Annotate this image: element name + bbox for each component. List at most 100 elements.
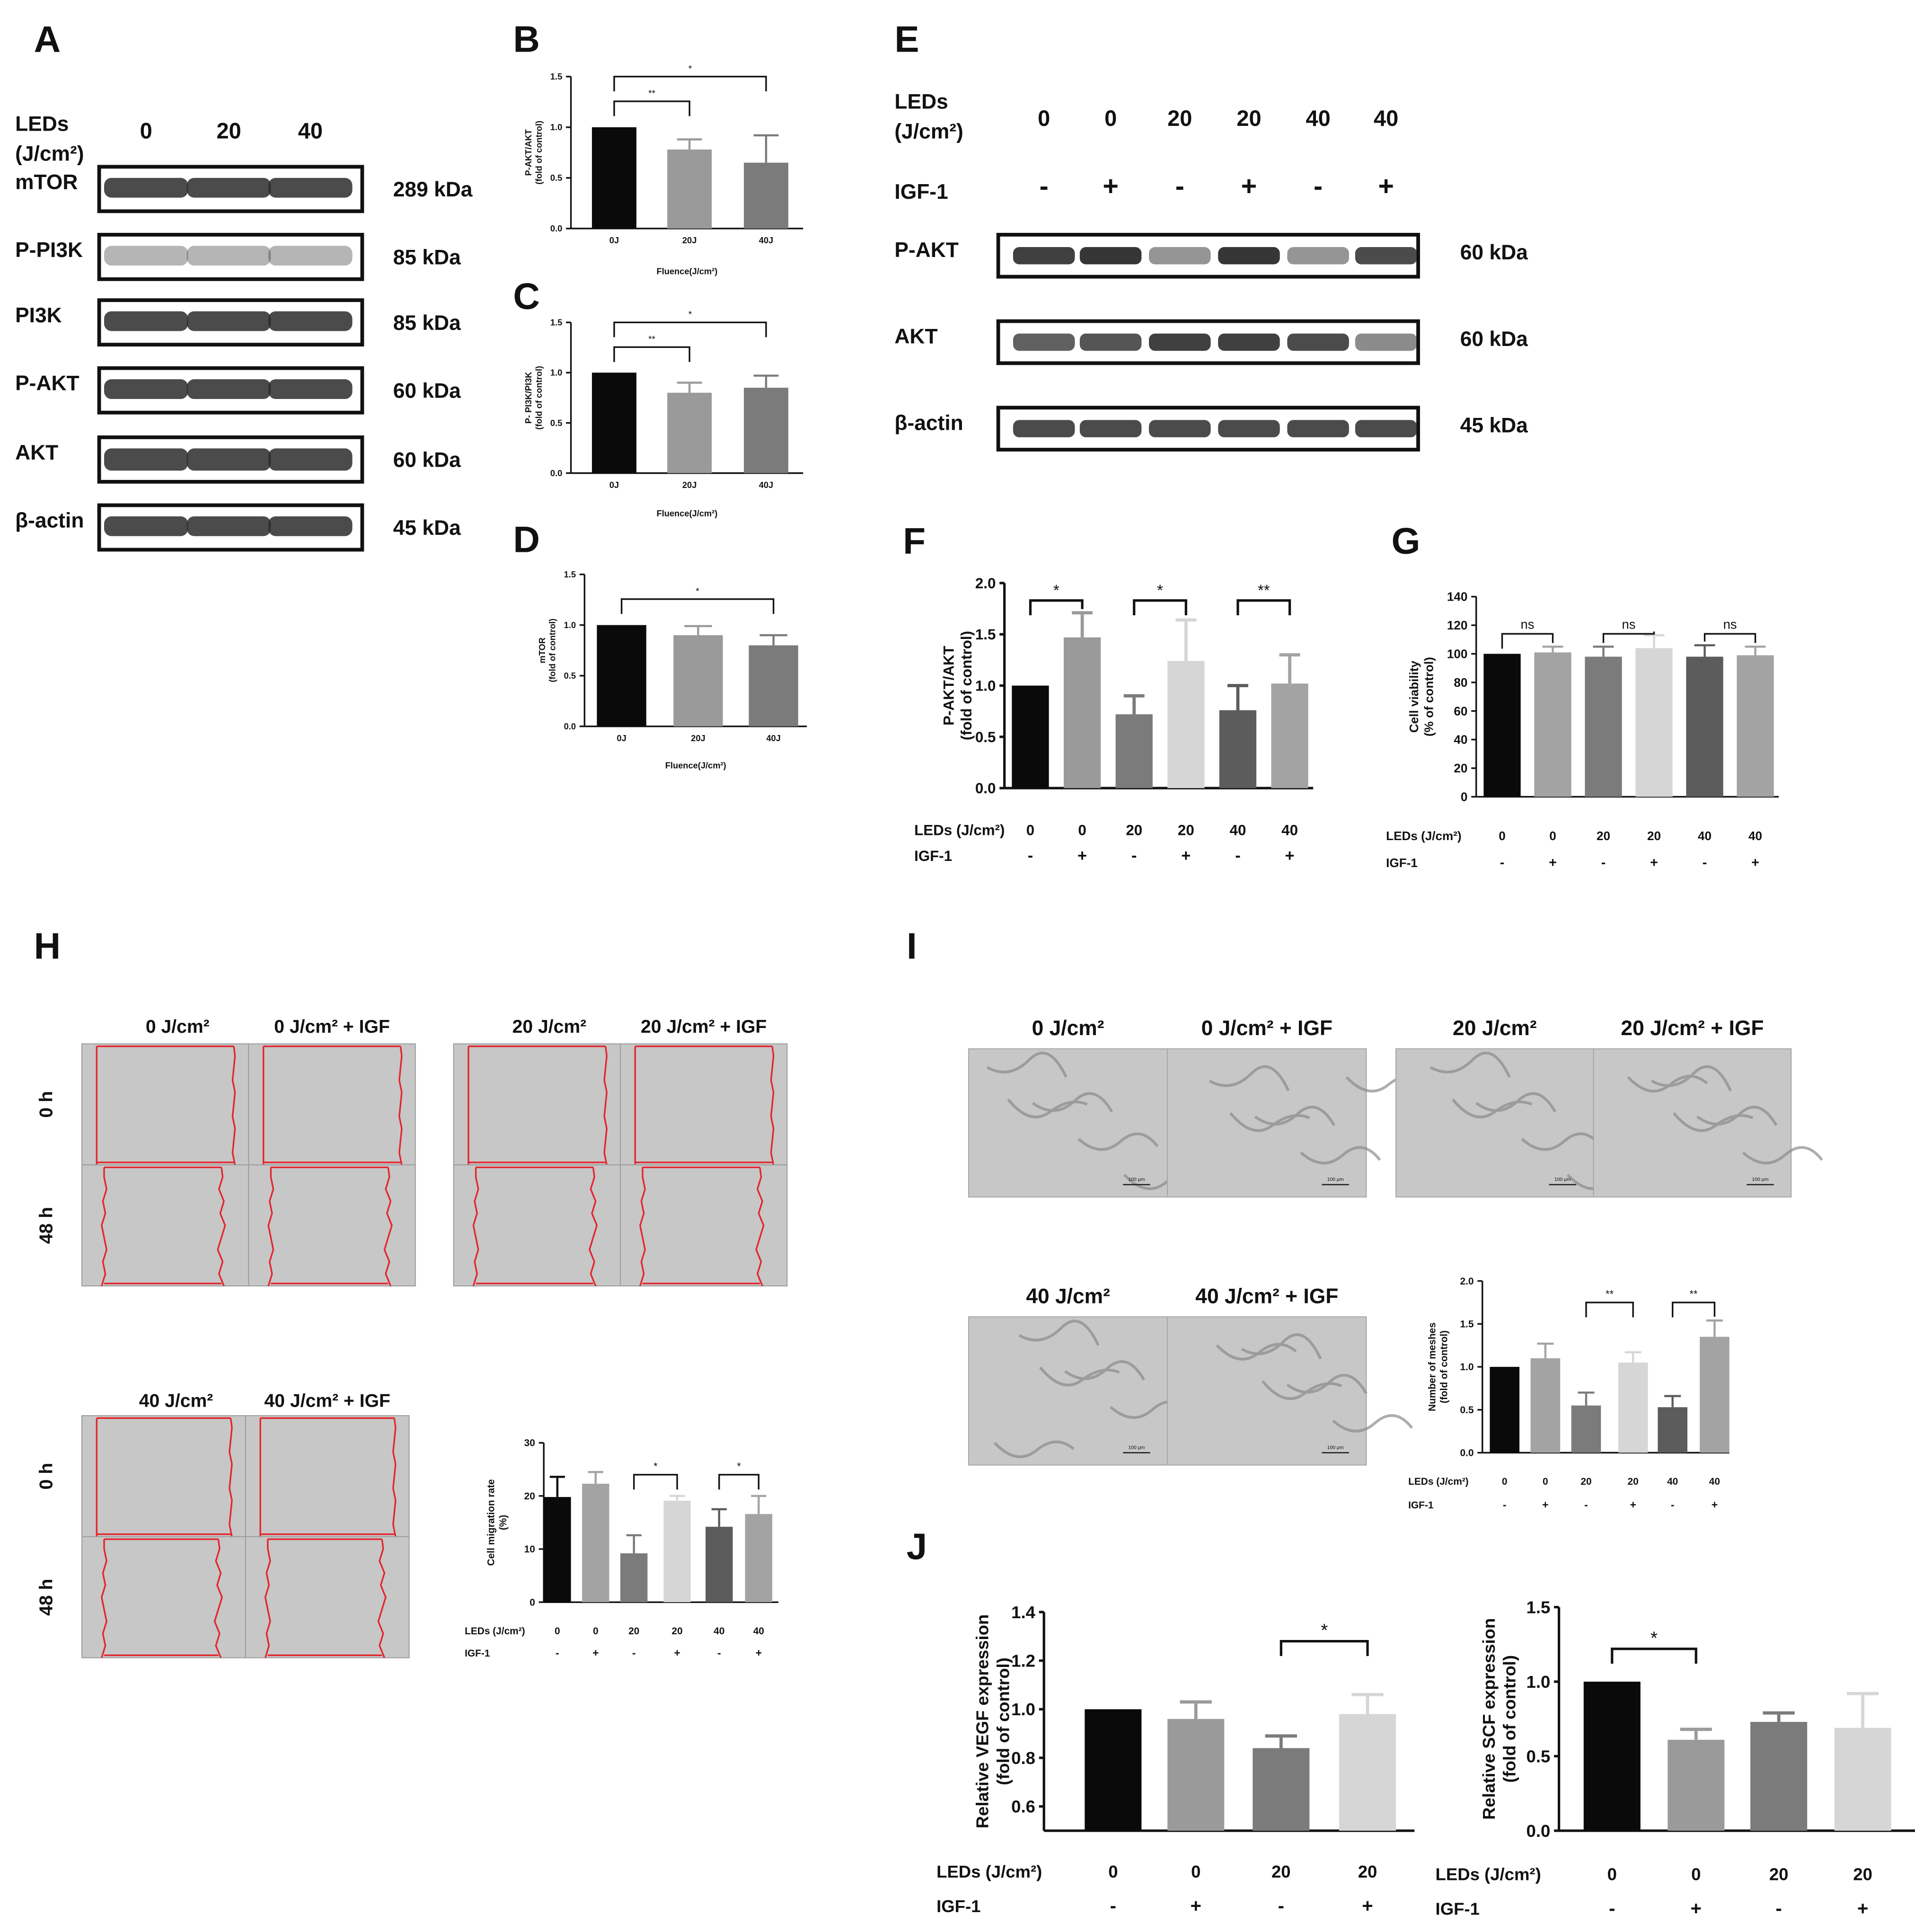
significance-label: ** [648,89,655,99]
bar [743,388,788,473]
y-tick-label: 1.5 [1527,1597,1551,1617]
wound-edge-right [588,1167,598,1286]
y-tick-label: 1.5 [550,71,562,81]
blot-band [104,379,188,399]
significance-label: ** [1606,1288,1614,1300]
panel-letter-g: G [1391,520,1420,561]
bar [667,149,712,229]
kda-label: 85 kDa [393,311,461,335]
x-tick-label: 0 [1691,1864,1701,1884]
lane-label: 0 [140,118,152,143]
bar [667,392,712,473]
bar [582,1483,609,1603]
igf-sign: - [1671,1498,1675,1511]
y-tick-label: 1.0 [1527,1672,1551,1692]
igf-sign: - [556,1647,559,1659]
x-tick-label: 40 [753,1626,764,1637]
y-tick-label: 100 [1447,647,1468,661]
x-tick-label: 40J [766,733,780,743]
micrograph-tile [81,1536,246,1658]
significance-label: * [1053,581,1059,599]
significance-bracket [620,598,775,614]
y-axis-label: (fold of control) [994,1657,1013,1785]
significance-bracket [613,321,767,337]
lane-label: 0 [1104,106,1117,131]
micrograph-tile [453,1164,621,1287]
bar [1737,655,1774,797]
protein-label: β-actin [15,509,84,532]
significance-bracket [633,1474,678,1490]
time-label: 48 h [36,1579,56,1616]
igf-sign: + [1362,1895,1373,1916]
significance-label: ns [1521,617,1535,632]
bar [1085,1709,1142,1831]
significance-label: ns [1723,617,1737,632]
bar [1618,1362,1648,1453]
y-tick-label: 2.0 [975,575,996,592]
blot-band [1287,247,1349,265]
blot-band [1287,420,1349,437]
blot-band [186,177,271,198]
igf-row-label: IGF-1 [1436,1899,1480,1918]
blot-band [268,379,353,399]
y-tick-label: 10 [524,1544,535,1555]
x-tick-label: 40 [1230,822,1246,838]
blot-band [1287,333,1349,351]
chart-j-scf: 0.0 0.5 1.0 1.5 Relative SCF expression (fold… [1436,1597,1915,1919]
y-tick-label: 80 [1454,675,1467,690]
bar [1483,654,1521,797]
x-tick-label: 40 [1709,1476,1720,1487]
x-tick-label: 0 [1078,822,1086,838]
blot-band [104,516,188,536]
panel-letter-j: J [907,1525,927,1567]
panel-letter-d: D [513,519,540,560]
lane-label: 40 [298,118,323,143]
wound-edge-right [229,1418,233,1537]
x-axis-label: Fluence(J/cm²) [657,266,718,276]
protein-label: AKT [15,441,58,464]
y-tick-label: 120 [1447,618,1468,632]
scale-bar-label: 100 μm [1327,1445,1344,1451]
condition-label: 0 J/cm² + IGF [274,1017,390,1037]
igf-row-label: IGF-1 [465,1648,490,1659]
x-tick-label: 20 [1597,829,1610,843]
chart-f: 0.0 0.5 1.0 1.5 2.0 P-AKT/AKT (fold of control… [914,575,1314,865]
y-axis-label: Relative VEGF expression [973,1614,992,1829]
igf-sign: - [717,1647,721,1659]
bar [1167,661,1205,789]
blot-band [1149,247,1211,265]
x-tick-label: 40 [714,1626,724,1637]
y-tick-label: 1.5 [1460,1319,1474,1330]
y-tick-label: 0.0 [550,223,562,233]
condition-label: 0 J/cm² + IGF [1201,1017,1333,1040]
leds-unit: (J/cm²) [894,120,963,143]
bar [1834,1728,1891,1831]
blot-band [186,448,271,471]
condition-label: 0 J/cm² [1032,1017,1104,1040]
x-axis-label: Fluence(J/cm²) [657,508,718,518]
blot-band [268,177,353,198]
y-tick-label: 1.0 [975,677,996,694]
y-tick-label: 2.0 [1460,1276,1474,1287]
bar [1585,656,1622,797]
condition-label: 40 J/cm² [139,1391,213,1411]
y-tick-label: 0.5 [1460,1405,1474,1416]
micrograph-tile [1395,1048,1594,1198]
x-tick-label: 20 [671,1626,682,1637]
igf-sign: - [1500,855,1505,870]
significance-label: * [1321,1620,1328,1640]
chart-c: 0.0 0.5 1.0 1.5 P- PI3K/PI3K (fold of control… [523,310,803,518]
condition-label: 20 J/cm² [1453,1017,1537,1040]
blot-frame [97,232,364,281]
x-tick-label: 0 [1543,1476,1548,1487]
time-label: 0 h [36,1091,56,1118]
blot-band [104,448,188,471]
micrograph-tile [81,1415,246,1537]
blot-band [186,246,271,266]
y-axis-label: (fold of control) [534,121,544,185]
panel-letter-f: F [903,520,926,561]
leds-row-label: LEDs (J/cm²) [914,822,1005,838]
bar [745,1514,773,1603]
x-tick-label: 20 [628,1626,639,1637]
